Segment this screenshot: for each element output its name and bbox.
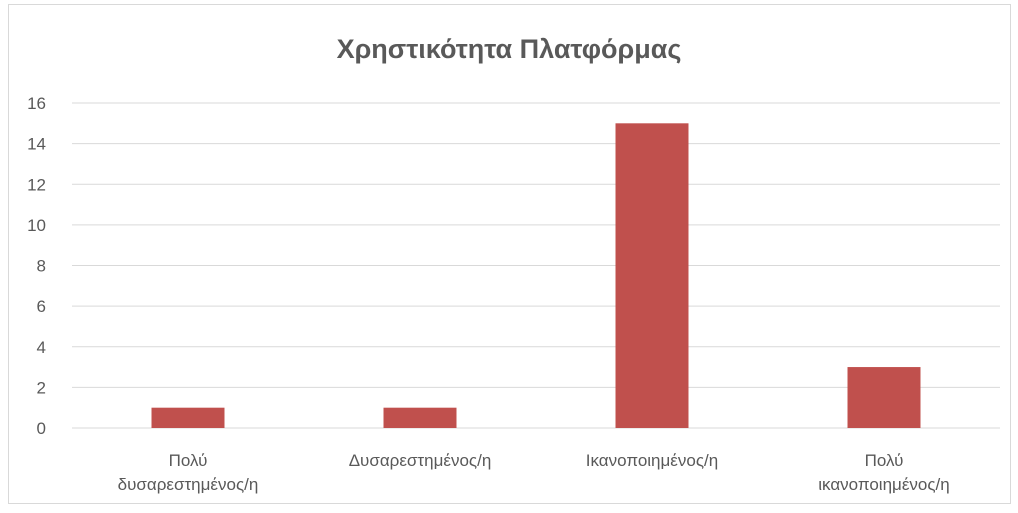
y-tick-label: 10 [27,216,46,235]
bar [151,407,225,428]
y-tick-label: 4 [37,338,46,357]
y-axis-tick-labels: 0 2 4 6 8 10 12 14 16 [27,94,46,438]
y-tick-label: 14 [27,135,46,154]
y-tick-label: 16 [27,94,46,113]
y-tick-label: 0 [37,419,46,438]
bar [383,407,457,428]
y-tick-label: 8 [37,257,46,276]
x-tick-label: Ικανοποιημένος/η [586,451,718,470]
bars [151,123,921,428]
x-tick-label: Πολύ ικανοποιημένος/η [818,451,949,494]
bar [615,123,689,428]
x-tick-label: Δυσαρεστημένος/η [349,451,492,470]
y-tick-label: 12 [27,175,46,194]
gridlines [72,102,1000,429]
bar [847,367,921,428]
x-axis-tick-labels: Πολύ δυσαρεστημένος/η Δυσαρεστημένος/η Ικαν… [118,451,950,494]
y-tick-label: 6 [37,297,46,316]
chart-title: Χρηστικότητα Πλατφόρμας [336,34,682,64]
x-tick-label: Πολύ δυσαρεστημένος/η [118,451,259,494]
y-tick-label: 2 [37,378,46,397]
